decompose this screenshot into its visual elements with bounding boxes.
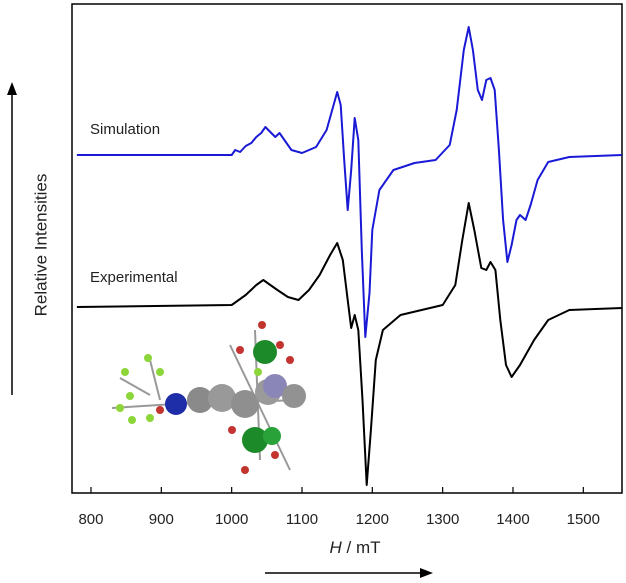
x-arrow-head	[420, 568, 433, 578]
x-tick-label: 800	[78, 511, 103, 528]
x-tick-label: 900	[149, 511, 174, 528]
y-arrow-head	[7, 82, 17, 95]
x-tick-label: 1400	[496, 511, 529, 528]
x-tick-label: 1300	[426, 511, 459, 528]
series-label: Simulation	[90, 121, 160, 138]
x-tick-label: 1500	[567, 511, 600, 528]
y-axis-label: Relative Intensities	[31, 174, 50, 317]
plot-frame	[71, 3, 623, 494]
x-tick-label: 1100	[286, 511, 318, 528]
x-axis-label: H / mT	[330, 538, 381, 557]
series-line	[76, 26, 623, 338]
x-tick-label: 1200	[356, 511, 389, 528]
series-label: Experimental	[90, 269, 178, 286]
molecule	[111, 321, 306, 474]
x-tick-label: 1000	[215, 511, 248, 528]
series-line	[76, 202, 623, 486]
